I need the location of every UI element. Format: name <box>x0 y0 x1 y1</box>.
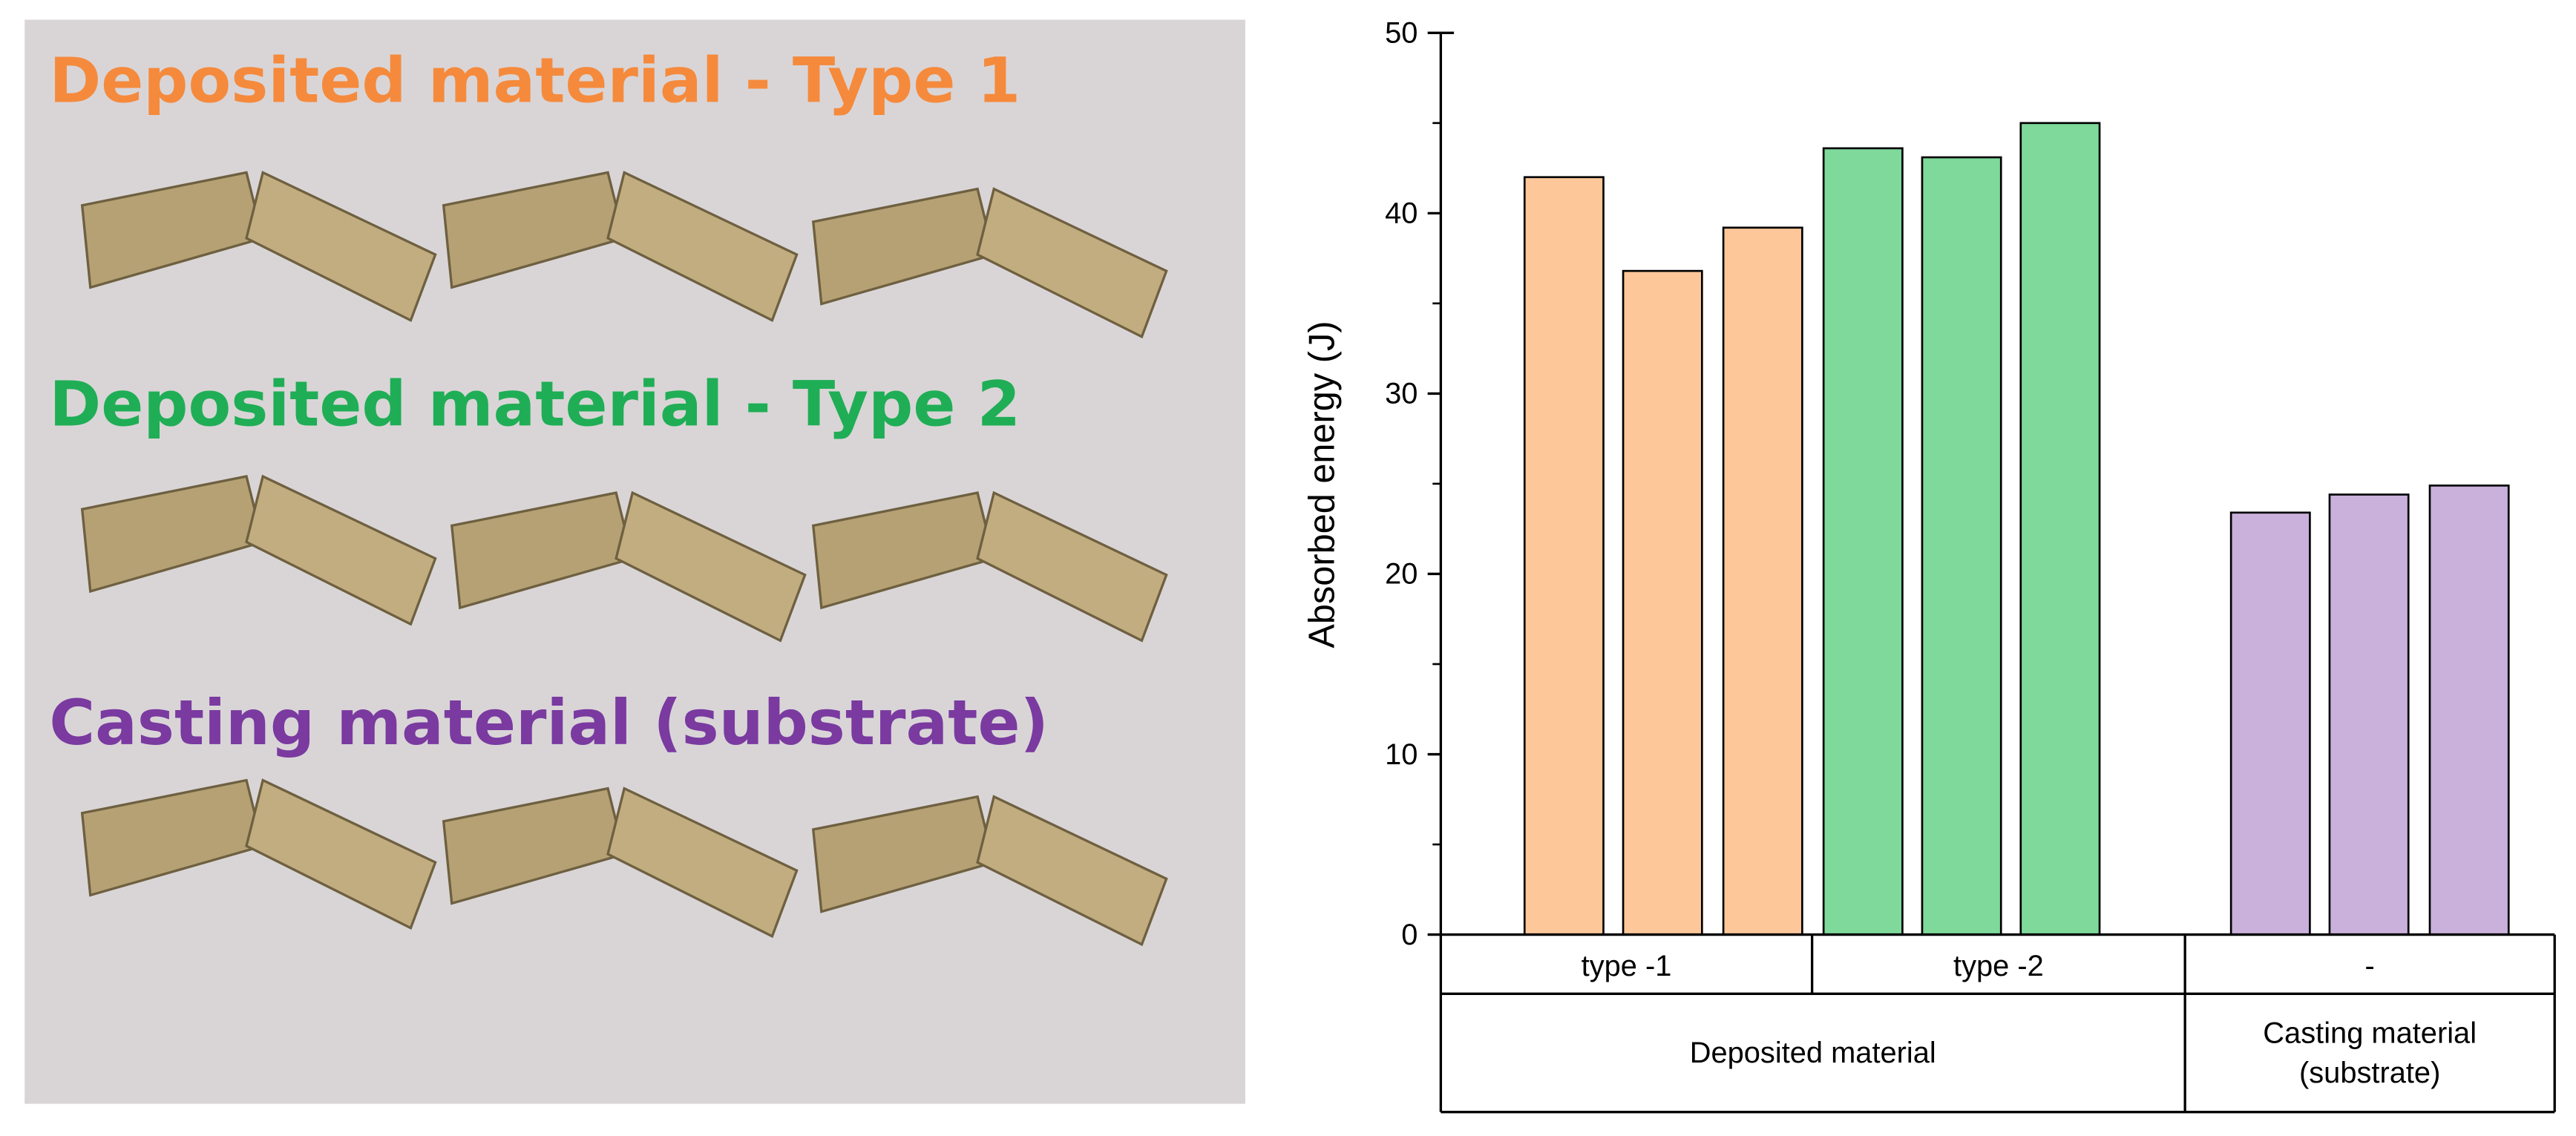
y-tick-label: 0 <box>1401 919 1418 951</box>
specimen <box>976 490 1168 643</box>
bar <box>2328 493 2410 936</box>
x-tick-label: - <box>2365 950 2375 982</box>
specimen <box>606 171 799 322</box>
x-tick-label: type -1 <box>1582 950 1672 982</box>
y-tick-label: 20 <box>1385 558 1418 591</box>
bar <box>2229 511 2311 936</box>
y-tick-label: 40 <box>1385 197 1418 230</box>
group-label: Deposited material <box>1690 1037 1936 1069</box>
y-tick-label: 30 <box>1385 378 1418 410</box>
group-label: Casting material <box>2263 1017 2477 1050</box>
chart: 0 10 20 30 40 50 type -1 type -2 - Deposited mate… <box>1385 17 2556 1114</box>
specimen <box>245 778 437 930</box>
specimen <box>606 787 799 939</box>
specimens <box>80 171 1168 947</box>
bar <box>1722 226 1803 936</box>
photo-label: Deposited material - Type 2 <box>49 367 1020 440</box>
specimen <box>614 490 807 643</box>
x-tick-label: type -2 <box>1953 950 2044 982</box>
bar <box>1523 176 1605 936</box>
y-tick-label: 50 <box>1385 17 1418 50</box>
specimen <box>245 474 437 626</box>
bar <box>2428 485 2510 936</box>
bar <box>1822 147 1904 936</box>
photo-label: Casting material (substrate) <box>49 686 1049 759</box>
photo-label: Deposited material - Type 1 <box>49 44 1020 116</box>
specimen <box>976 795 1168 947</box>
specimen <box>976 187 1168 339</box>
bar <box>1622 269 1703 936</box>
y-axis-label: Absorbed energy (J) <box>1302 321 1342 648</box>
y-tick-label: 10 <box>1385 738 1418 771</box>
group-label: (substrate) <box>2299 1057 2440 1089</box>
bar <box>1921 156 2002 936</box>
bar <box>2019 122 2101 936</box>
specimen <box>245 171 437 322</box>
